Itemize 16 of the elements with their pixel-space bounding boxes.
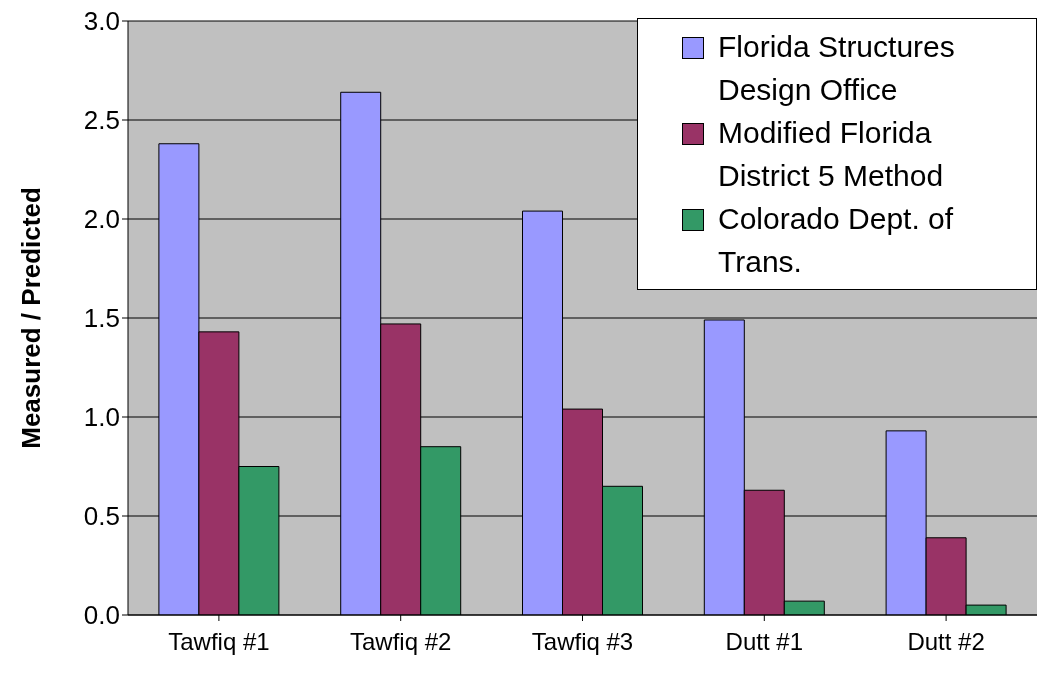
x-tick-label: Tawfiq #1 [168, 628, 270, 656]
y-tick-label: 2.0 [83, 204, 120, 235]
x-tick-label: Tawfiq #3 [531, 628, 634, 656]
legend-label: Florida Structures Design Office [718, 29, 956, 108]
y-tick-label: 1.5 [83, 303, 120, 334]
y-axis-title: Measured / Predicted [16, 187, 47, 449]
y-tick-label: 0.0 [83, 600, 120, 631]
y-tick-label: 1.0 [83, 402, 120, 433]
x-tick-label: Tawfiq #2 [350, 628, 452, 656]
y-tick-label: 2.5 [83, 105, 120, 136]
y-tick-label: 3.0 [83, 6, 120, 37]
legend-label: Colorado Dept. of Trans. [718, 201, 955, 280]
y-tick-label: 0.5 [83, 501, 120, 532]
x-tick-label: Dutt #1 [725, 628, 803, 656]
x-tick-label: Dutt #2 [907, 628, 985, 656]
legend-label: Modified Florida District 5 Method [718, 115, 945, 194]
